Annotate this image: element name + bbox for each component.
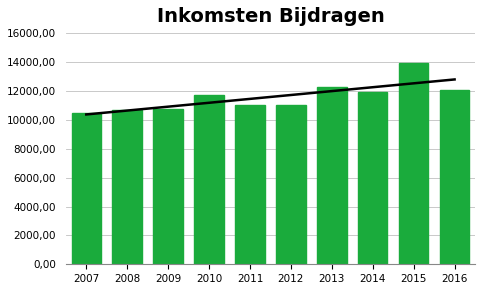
Bar [440, 90, 469, 264]
Bar [399, 63, 428, 264]
Bar [194, 95, 224, 264]
Bar [235, 105, 265, 264]
Bar [112, 110, 142, 264]
Title: Inkomsten Bijdragen: Inkomsten Bijdragen [157, 7, 384, 26]
Bar [153, 109, 183, 264]
Bar [276, 104, 306, 264]
Bar [71, 113, 101, 264]
Bar [358, 92, 388, 264]
Bar [317, 86, 347, 264]
